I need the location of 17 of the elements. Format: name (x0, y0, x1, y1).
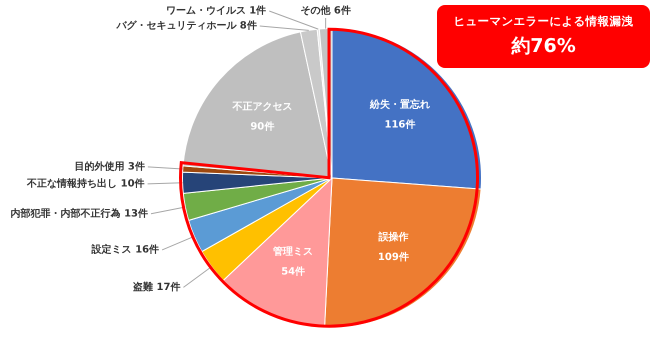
data-label: 90件 (250, 120, 274, 132)
slice-label: 設定ミス 16件 (90, 244, 160, 256)
slice-label: その他 6件 (300, 4, 351, 17)
slice-label: 紛失・置忘れ (368, 98, 430, 111)
data-label: 109件 (378, 251, 409, 264)
slice-label: バグ・セキュリティホール 8件 (115, 20, 257, 32)
slice-label: 誤操作 (377, 231, 408, 244)
slice-label: 管理ミス (272, 246, 314, 258)
slice-label: 盗難 17件 (133, 280, 180, 293)
slice-label: 目的外使用 3件 (74, 160, 145, 172)
data-label: 116件 (384, 118, 416, 131)
slice-label: 不正アクセス (231, 101, 292, 112)
slice-label: ワーム・ウイルス 1件 (166, 4, 266, 17)
callout-box: ヒューマンエラーによる情報漏洩 約76% (437, 5, 650, 68)
data-label: 54件 (281, 266, 306, 278)
slice-label: 内部犯罪・内部不正行為 13件 (10, 207, 148, 220)
slice-label: 不正な情報持ち出し 10件 (26, 177, 145, 190)
